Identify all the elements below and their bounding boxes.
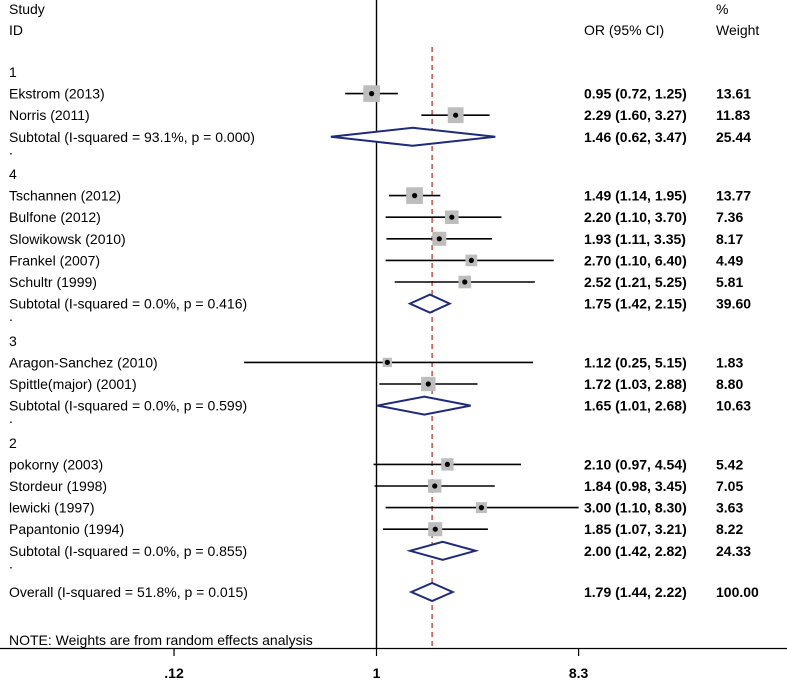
study-row-ci: 1.12 (0.25, 5.15) (584, 354, 687, 370)
header-study: Study (9, 1, 45, 17)
point-estimate (432, 526, 438, 532)
study-row-label: Spittle(major) (2001) (9, 376, 137, 392)
separator-dot: . (9, 308, 13, 324)
point-estimate (436, 236, 442, 242)
subtotal-row-ci: 1.75 (1.42, 2.15) (584, 296, 687, 312)
subtotal-row-weight: 24.33 (716, 543, 751, 559)
subtotal-row-ci: 2.00 (1.42, 2.82) (584, 543, 687, 559)
point-estimate (453, 112, 459, 118)
point-estimate (478, 505, 485, 511)
group-header-label: 2 (9, 435, 17, 451)
study-row-weight: 11.83 (716, 107, 750, 123)
study-row-weight: 7.36 (716, 209, 743, 225)
study-row-ci: 2.20 (1.10, 3.70) (584, 209, 687, 225)
point-estimate (444, 461, 450, 467)
x-tick-label: .12 (164, 665, 184, 681)
study-row-ci: 1.72 (1.03, 2.88) (584, 376, 687, 392)
separator-dot: . (9, 141, 13, 157)
point-estimate (425, 381, 431, 387)
subtotal-row-label: Subtotal (I-squared = 0.0%, p = 0.416) (9, 296, 247, 312)
header-id: ID (9, 22, 23, 38)
study-row-label: Tschannen (2012) (9, 188, 121, 204)
point-estimate (369, 91, 375, 97)
separator-dot: . (9, 555, 13, 571)
x-tick-label: 1 (373, 665, 381, 681)
study-row-label: lewicki (1997) (9, 500, 95, 516)
study-row-weight: 7.05 (716, 478, 743, 494)
study-row-weight: 4.49 (716, 252, 743, 268)
subtotal-diamond (330, 126, 496, 147)
study-row-ci: 1.85 (1.07, 3.21) (584, 521, 687, 537)
study-row-label: Papantonio (1994) (9, 521, 124, 537)
rows-layer: 1 Ekstrom (2013) 0.95 (0.72, 1.25) 13.61 Nor… (9, 64, 759, 603)
study-row-weight: 13.77 (716, 188, 751, 204)
study-row-ci: 1.93 (1.11, 3.35) (584, 231, 686, 247)
subtotal-row-weight: 25.44 (716, 129, 751, 145)
separator-dot: . (9, 410, 13, 426)
study-row-ci: 2.10 (0.97, 4.54) (584, 456, 687, 472)
study-row-weight: 13.61 (716, 86, 751, 102)
subtotal-diamond (407, 293, 453, 314)
point-estimate (449, 214, 455, 220)
study-row-weight: 8.17 (716, 231, 743, 247)
study-row-label: Slowikowsk (2010) (9, 231, 126, 247)
study-row-label: pokorny (2003) (9, 456, 103, 472)
study-row-label: Frankel (2007) (9, 252, 100, 268)
study-row-label: Aragon-Sanchez (2010) (9, 354, 158, 370)
note-text: NOTE: Weights are from random effects an… (9, 632, 313, 648)
study-row-weight: 8.80 (716, 376, 743, 392)
study-row-weight: 8.22 (716, 521, 743, 537)
subtotal-row-label: Subtotal (I-squared = 0.0%, p = 0.599) (9, 398, 247, 414)
point-estimate (432, 483, 438, 489)
overall-row-weight: 100.00 (716, 584, 759, 600)
subtotal-row-ci: 1.46 (0.62, 3.47) (584, 129, 687, 145)
study-row-weight: 5.42 (716, 456, 743, 472)
study-row-weight: 5.81 (716, 274, 743, 290)
point-estimate (411, 193, 418, 199)
overall-row-ci: 1.79 (1.44, 2.22) (584, 584, 687, 600)
x-axis: .12 1 8.3 (164, 648, 589, 681)
point-estimate (462, 279, 468, 285)
subtotal-row-label: Subtotal (I-squared = 93.1%, p = 0.000) (9, 129, 255, 145)
study-row-ci: 0.95 (0.72, 1.25) (584, 86, 687, 102)
subtotal-row-weight: 39.60 (716, 296, 751, 312)
group-header-label: 4 (9, 166, 17, 182)
study-row-ci: 1.84 (0.98, 3.45) (584, 478, 687, 494)
study-row-ci: 1.49 (1.14, 1.95) (584, 188, 687, 204)
subtotal-diamond (406, 540, 480, 561)
study-row-weight: 3.63 (716, 500, 743, 516)
study-row-ci: 2.52 (1.21, 5.25) (584, 274, 687, 290)
point-estimate (468, 257, 474, 263)
group-header-label: 1 (9, 64, 17, 80)
header-percent: % (716, 1, 728, 17)
group-header-label: 3 (9, 333, 17, 349)
subtotal-row-ci: 1.65 (1.01, 2.68) (584, 398, 687, 414)
header-or-ci: OR (95% CI) (584, 22, 664, 38)
point-estimate (384, 359, 390, 365)
study-row-label: Ekstrom (2013) (9, 86, 105, 102)
study-row-label: Stordeur (1998) (9, 478, 107, 494)
subtotal-row-label: Subtotal (I-squared = 0.0%, p = 0.855) (9, 543, 247, 559)
overall-row-label: Overall (I-squared = 51.8%, p = 0.015) (9, 584, 248, 600)
study-row-label: Bulfone (2012) (9, 209, 101, 225)
x-tick-label: 8.3 (569, 665, 589, 681)
study-row-ci: 2.70 (1.10, 6.40) (584, 252, 687, 268)
overall-diamond (408, 581, 456, 603)
study-row-label: Norris (2011) (9, 107, 90, 123)
header-weight: Weight (716, 22, 759, 38)
subtotal-row-weight: 10.63 (716, 398, 751, 414)
study-row-ci: 3.00 (1.10, 8.30) (584, 500, 687, 516)
subtotal-diamond (377, 395, 471, 416)
study-row-label: Schultr (1999) (9, 274, 97, 290)
study-row-ci: 2.29 (1.60, 3.27) (584, 107, 687, 123)
study-row-weight: 1.83 (716, 354, 743, 370)
